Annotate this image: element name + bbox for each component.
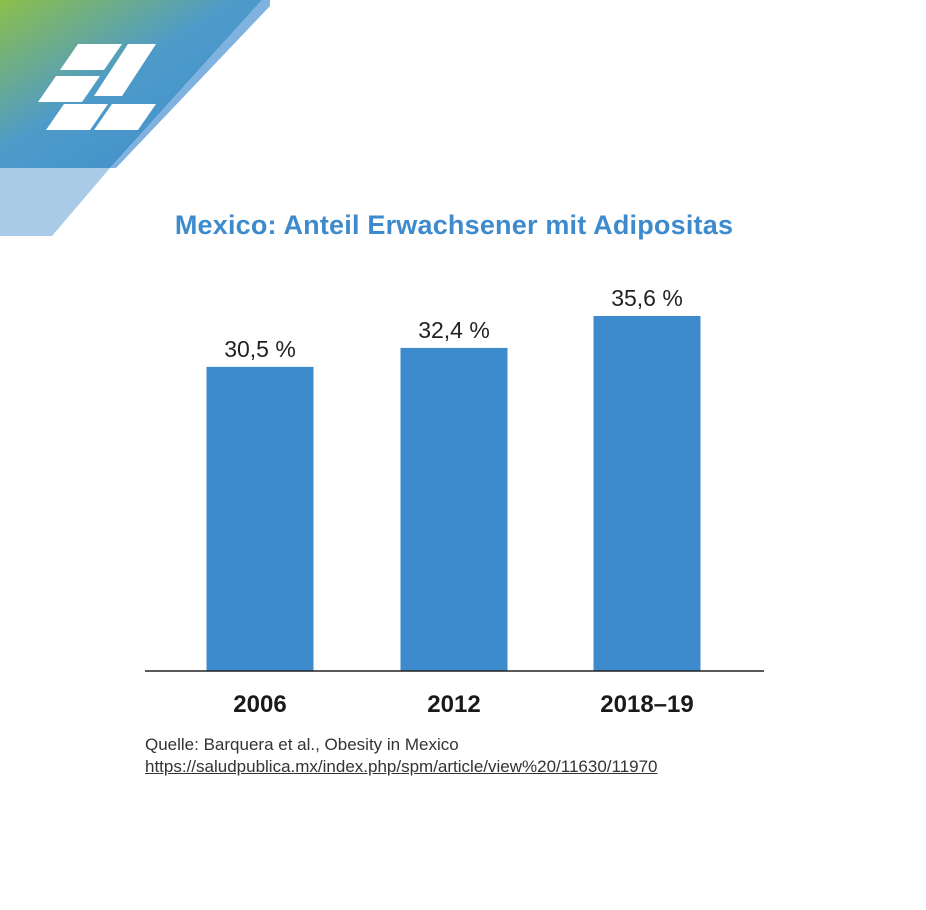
source-text: Quelle: Barquera et al., Obesity in Mexi… [145,735,459,754]
x-tick-label: 2012 [427,691,480,718]
chart-title: Mexico: Anteil Erwachsener mit Adiposita… [174,210,734,240]
x-tick-label: 2006 [233,691,286,718]
bar-1 [206,366,314,671]
bar-3 [593,316,701,671]
bar-value-label: 32,4 % [418,317,490,343]
source-note: Quelle: Barquera et al., Obesity in Mexi… [145,734,658,778]
bar-2 [400,347,508,671]
source-link[interactable]: https://saludpublica.mx/index.php/spm/ar… [145,757,658,776]
brand-logo [0,0,270,236]
bar-value-label: 30,5 % [224,336,296,362]
x-tick-label: 2018–19 [600,691,693,718]
bar-value-label: 35,6 % [611,285,683,311]
